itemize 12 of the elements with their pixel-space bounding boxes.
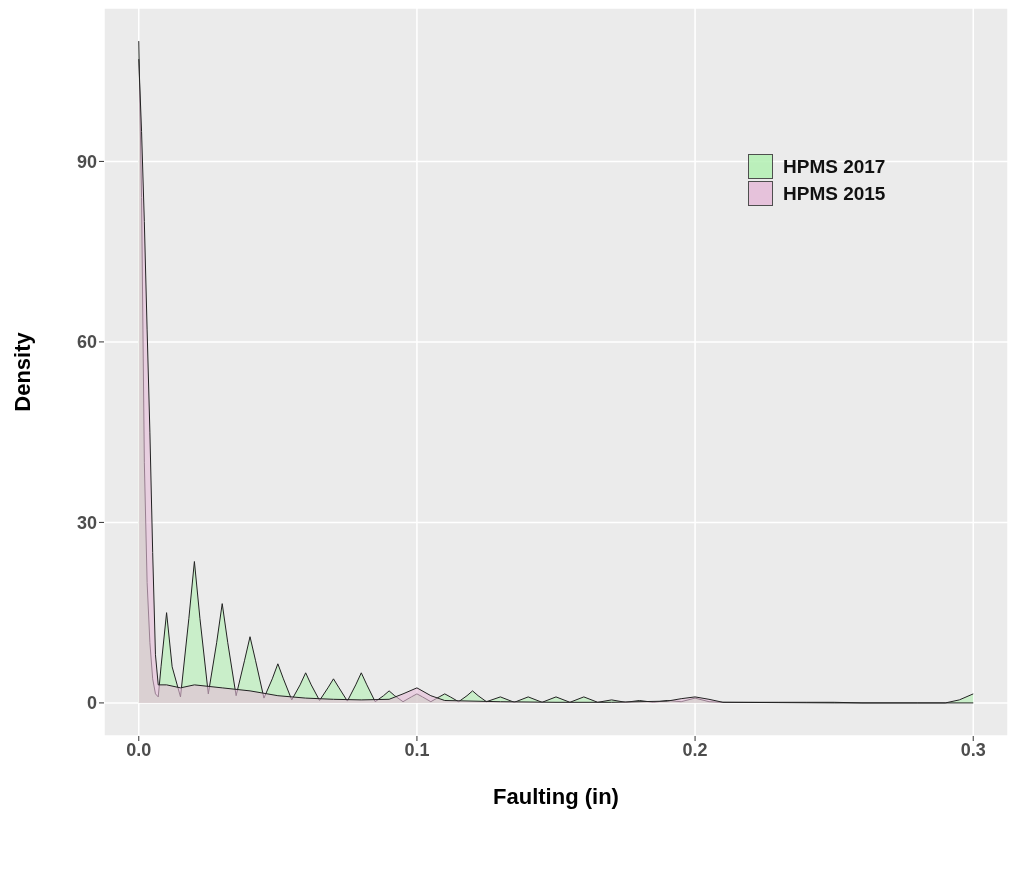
y-tick-label: 30 xyxy=(76,512,97,533)
legend-label: HPMS 2017 xyxy=(783,155,886,178)
y-axis-title: Density xyxy=(9,331,35,412)
y-tick-label: 0 xyxy=(86,693,97,714)
y-tick-label: 60 xyxy=(76,332,97,353)
x-tick-label: 0.3 xyxy=(960,739,986,760)
x-tick-label: 0.1 xyxy=(404,739,430,760)
x-tick-label: 0.2 xyxy=(682,739,708,760)
legend-label: HPMS 2015 xyxy=(783,182,886,205)
x-tick-label: 0.0 xyxy=(126,739,152,760)
x-axis-title: Faulting (in) xyxy=(493,784,619,809)
y-tick-label: 90 xyxy=(76,151,97,172)
